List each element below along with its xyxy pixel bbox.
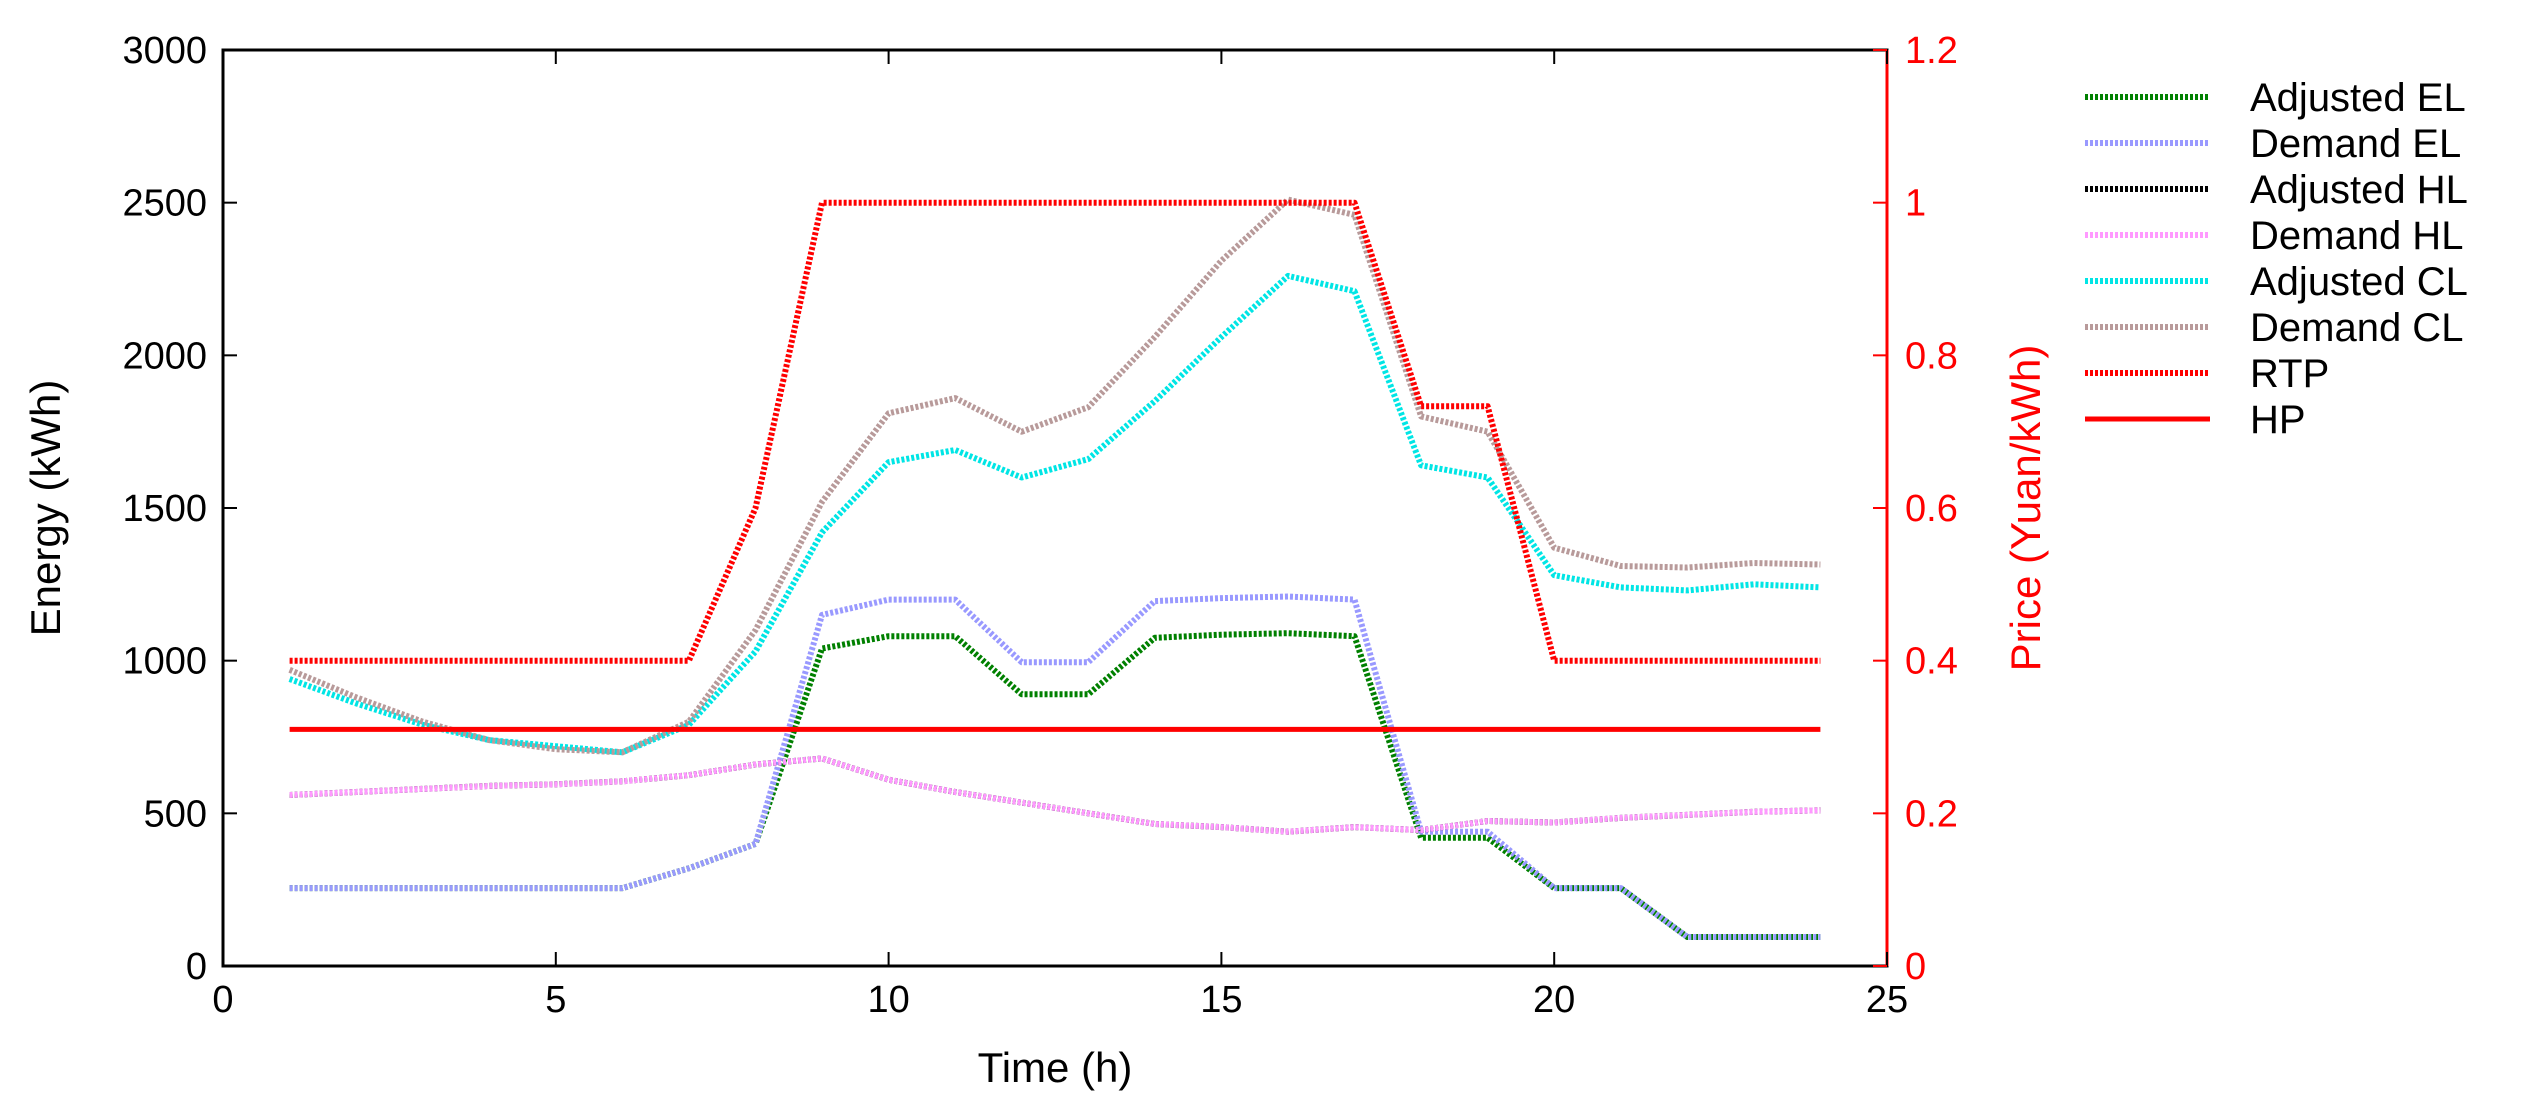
legend-label: Demand CL (2250, 306, 2463, 350)
y-right-tick-label: 0.4 (1905, 641, 1958, 683)
y-tick-label: 3000 (122, 30, 207, 72)
x-axis-label: Time (h) (978, 1044, 1133, 1091)
y-axis-label: Energy (kWh) (22, 380, 69, 637)
y-right-tick-label: 0 (1905, 946, 1926, 988)
y-right-tick-label: 1 (1905, 183, 1926, 225)
y-right-tick-label: 0.6 (1905, 488, 1958, 530)
x-tick-label: 10 (867, 979, 909, 1021)
y-axis-right-label: Price (Yuan/kWh) (2002, 345, 2049, 672)
series-layer (288, 196, 1821, 940)
y-tick-label: 2000 (122, 335, 207, 377)
legend-label: Demand EL (2250, 122, 2461, 166)
series-line-demand-cl (288, 196, 1821, 756)
series-line-demand-el (289, 593, 1821, 940)
y-tick-label: 1500 (122, 488, 207, 530)
y-tick-label: 2500 (122, 183, 207, 225)
legend-label: RTP (2250, 352, 2329, 396)
x-axis: 0 5 10 15 20 25 (212, 50, 1908, 1021)
series-line-adjusted-cl (288, 272, 1821, 756)
x-tick-label: 15 (1200, 979, 1242, 1021)
legend-label: Adjusted EL (2250, 76, 2466, 120)
series-line-demand-hl (289, 755, 1821, 835)
legend-label: Adjusted HL (2250, 168, 2468, 212)
x-tick-label: 0 (212, 979, 233, 1021)
x-tick-label: 5 (545, 979, 566, 1021)
legend-label: Adjusted CL (2250, 260, 2468, 304)
y-axis-right: 0 0.2 0.4 0.6 0.8 1 1.2 (1873, 30, 1958, 988)
y-tick-label: 0 (186, 946, 207, 988)
x-tick-label: 25 (1866, 979, 1908, 1021)
y-right-tick-label: 0.2 (1905, 793, 1958, 835)
y-tick-label: 1000 (122, 641, 207, 683)
y-tick-label: 500 (144, 793, 207, 835)
y-right-tick-label: 0.8 (1905, 335, 1958, 377)
y-right-tick-label: 1.2 (1905, 30, 1958, 72)
y-axis-left: 0 500 1000 1500 2000 2500 3000 (122, 30, 237, 988)
legend-label: Demand HL (2250, 214, 2463, 258)
series-line-rtp (289, 199, 1821, 664)
x-tick-label: 20 (1533, 979, 1575, 1021)
legend-label: HP (2250, 398, 2306, 442)
